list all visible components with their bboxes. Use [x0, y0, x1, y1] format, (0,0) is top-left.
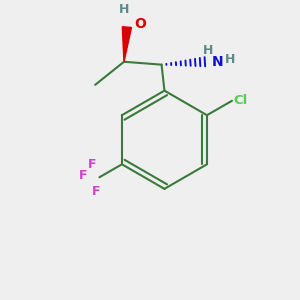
Text: Cl: Cl [233, 94, 248, 107]
Text: H: H [119, 2, 129, 16]
Text: F: F [79, 169, 88, 182]
Text: H: H [202, 44, 213, 57]
Text: O: O [134, 17, 146, 31]
Text: N: N [212, 55, 224, 69]
Text: F: F [88, 158, 96, 171]
Text: F: F [92, 185, 101, 198]
Polygon shape [122, 27, 131, 62]
Text: H: H [224, 53, 235, 66]
